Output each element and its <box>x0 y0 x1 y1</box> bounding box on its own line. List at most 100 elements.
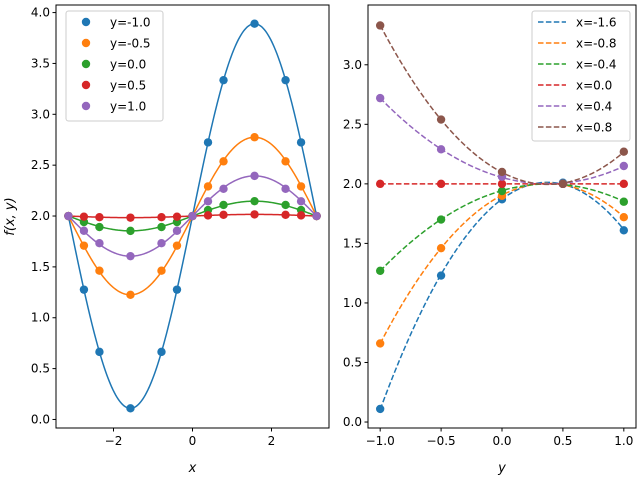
series-4-point-8 <box>203 211 213 220</box>
series-4-point-1 <box>375 179 385 189</box>
series-6-point-4 <box>558 179 568 189</box>
y-tick-label: 2.5 <box>343 117 362 131</box>
series-3-point-10 <box>250 196 259 206</box>
series-3-point-5 <box>619 197 629 206</box>
legend-label: x=0.4 <box>576 100 612 114</box>
series-6-point-1 <box>375 21 385 30</box>
x-tick-label: 0.0 <box>492 434 511 448</box>
series-4-point-10 <box>250 210 259 219</box>
series-4-point-11 <box>281 210 290 220</box>
series-2-point-8 <box>203 182 213 191</box>
series-3-point-5 <box>157 222 166 232</box>
y-tick-label: 0.0 <box>31 412 50 426</box>
legend-label: x=-0.4 <box>576 58 617 72</box>
series-2-point-2 <box>79 241 89 250</box>
series-1-point-3 <box>95 347 104 357</box>
series-5-point-13 <box>312 211 321 221</box>
series-2-point-5 <box>157 266 166 275</box>
series-5-point-8 <box>203 197 213 206</box>
y-tick-label: 1.5 <box>31 260 50 274</box>
series-3-point-3 <box>95 222 104 232</box>
legend-label: x=0.0 <box>576 79 612 93</box>
series-3-point-1 <box>375 266 385 275</box>
legend-label: y=0.5 <box>110 79 146 93</box>
series-1-point-5 <box>157 347 166 357</box>
y-tick-label: 2.5 <box>31 158 50 172</box>
plot-area <box>375 21 629 414</box>
y-tick-label: 0.5 <box>343 355 362 369</box>
series-2-point-10 <box>250 133 259 142</box>
x-tick-label: −2 <box>105 434 123 448</box>
series-1-point-9 <box>219 75 228 85</box>
series-5-point-1 <box>375 93 385 103</box>
series-2-point-2 <box>436 243 446 253</box>
y-tick-label: 3.0 <box>31 107 50 121</box>
series-3-point-3 <box>497 186 507 196</box>
x-tick-label: 0 <box>189 434 197 448</box>
series-1-point-2 <box>436 271 446 280</box>
x-tick-label: −0.5 <box>427 434 456 448</box>
series-3-point-2 <box>436 215 446 224</box>
y-tick-label: 2.0 <box>31 209 50 223</box>
x-tick-label: −1.0 <box>366 434 395 448</box>
series-1-point-8 <box>203 138 213 147</box>
legend-marker <box>81 101 91 111</box>
series-4-point-3 <box>497 179 507 189</box>
y-tick-label: 3.0 <box>343 58 362 72</box>
subplot-2: −1.0 −0.5 0.0 0.5 1.0 0.0 0.5 1.0 1.5 2.0 2.5 3.0 y x… <box>343 4 637 476</box>
series-5-point-4 <box>126 251 135 261</box>
y-tick-label: 0.0 <box>343 415 362 429</box>
x-tick-label: 2 <box>268 434 276 448</box>
series-1-point-5 <box>619 226 629 235</box>
legend-label: x=-1.6 <box>576 16 617 30</box>
series-2-point-6 <box>172 241 182 250</box>
series-2-point-12 <box>296 182 306 191</box>
y-tick-label: 1.0 <box>31 311 50 325</box>
legend: y=-1.0 y=-0.5 y=0.0 y=0.5 y=1.0 <box>65 10 164 122</box>
series-2-point-11 <box>281 157 290 166</box>
legend-marker <box>81 80 91 90</box>
series-5-point-1 <box>64 211 73 221</box>
series-1-point-11 <box>281 75 290 85</box>
series-4-point-2 <box>79 212 89 221</box>
series-5-point-2 <box>79 226 89 235</box>
series-4-point-9 <box>219 210 228 220</box>
series-5-point-10 <box>250 171 259 181</box>
series-6-point-2 <box>436 115 446 124</box>
legend: x=-1.6 x=-0.8 x=-0.4 x=0.0 x=0.4 x=0.8 <box>531 10 631 142</box>
series-3-point-11 <box>281 200 290 210</box>
series-2-point-1 <box>375 339 385 348</box>
y-axis-label: f(x, y) <box>3 197 18 235</box>
series-1-point-4 <box>126 404 135 413</box>
series-4-point-6 <box>172 212 182 221</box>
series-3-point-9 <box>219 200 228 210</box>
series-6-point-3 <box>497 167 507 177</box>
series-3-point-4 <box>126 226 135 236</box>
legend-label: y=-0.5 <box>110 37 151 51</box>
series-5-point-11 <box>281 184 290 194</box>
legend-label: x=-0.8 <box>576 37 617 51</box>
y-tick-label: 4.0 <box>31 6 50 20</box>
series-4-point-5 <box>619 179 629 189</box>
legend-label: x=0.8 <box>576 121 612 135</box>
series-4-point-2 <box>436 179 446 189</box>
series-2-point-5 <box>619 213 629 222</box>
legend-marker <box>81 59 91 69</box>
legend-marker <box>81 17 91 27</box>
x-axis-label: x <box>188 461 197 476</box>
series-1-point-10 <box>250 19 259 28</box>
y-tick-label: 0.5 <box>31 362 50 376</box>
x-tick-label: 0.5 <box>553 434 572 448</box>
x-tick-label: 1.0 <box>614 434 633 448</box>
plot-area <box>64 19 321 413</box>
legend-marker <box>81 38 91 48</box>
series-1-point-12 <box>296 138 306 147</box>
series-5-point-3 <box>95 239 104 248</box>
series-5-point-2 <box>436 145 446 154</box>
series-2-point-4 <box>126 290 135 300</box>
series-5-point-12 <box>296 197 306 206</box>
series-4-point-4 <box>126 213 135 222</box>
series-1-point-2 <box>79 285 89 294</box>
subplot-1: −2 0 2 0.0 0.5 1.0 1.5 2.0 2.5 3.0 3.5 4.0 x f(x, y) y… <box>3 4 330 476</box>
legend-label: y=-1.0 <box>110 16 151 30</box>
